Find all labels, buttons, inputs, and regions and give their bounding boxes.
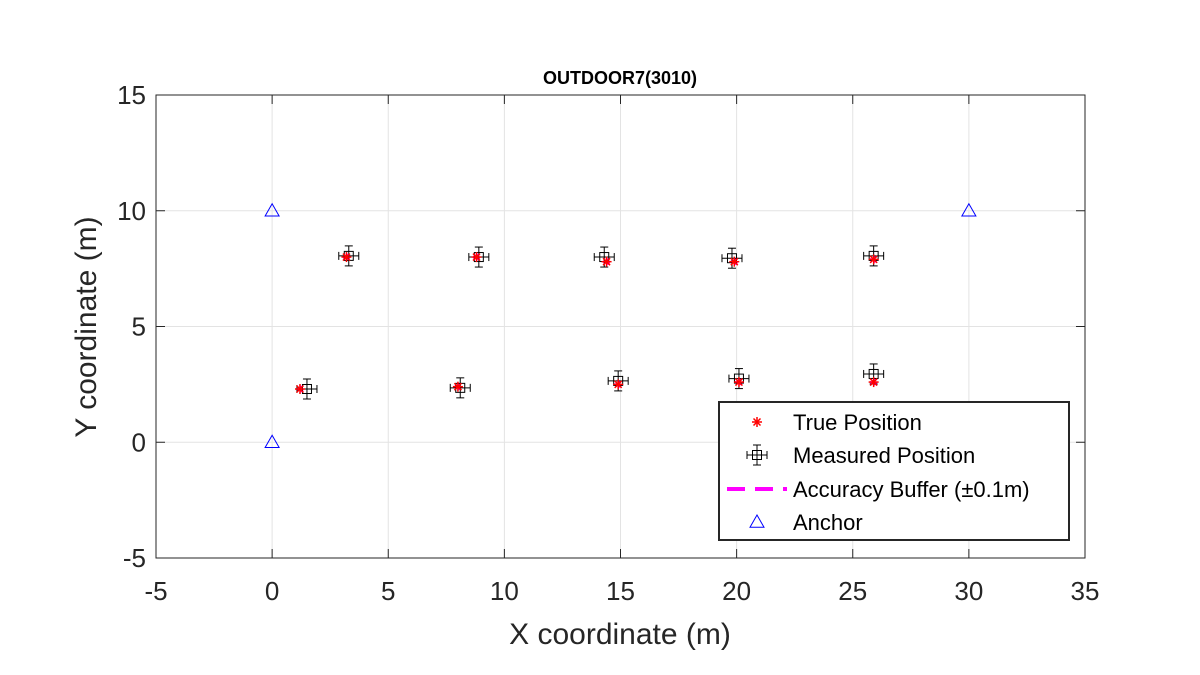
legend-label-measured-position: Measured Position [793,443,975,468]
y-tick-label: 5 [132,312,146,342]
x-axis-label: X coordinate (m) [509,618,731,651]
tick-marks [155,94,1086,559]
y-axis-label: Y coordinate (m) [70,216,103,437]
y-tick-label: 0 [132,427,146,457]
true-position-mark [733,377,744,388]
y-tick-label: 15 [117,80,146,110]
x-tick-label: 30 [954,576,983,606]
x-tick-label: 0 [265,576,279,606]
x-tick-label: 20 [722,576,751,606]
true-position-mark [868,377,879,388]
legend-swatch-true-position [752,417,762,427]
measured-position-mark [863,363,885,385]
x-tick-label: 25 [838,576,867,606]
anchor-mark [961,202,977,217]
legend-label-accuracy-buffer: Accuracy Buffer (±0.1m) [793,477,1030,502]
x-tick-label: -5 [144,576,167,606]
anchor-mark [264,434,280,448]
true-position-mark [341,252,352,263]
true-position-mark [471,252,482,263]
measured-position-mark [338,245,360,267]
y-tick-label: 10 [117,196,146,226]
anchor-mark [264,202,280,217]
measured-position-mark [721,247,743,269]
data-marks [264,202,977,448]
legend-swatches [727,417,787,528]
x-tick-label: 15 [606,576,635,606]
true-position-mark [613,379,624,390]
legend-label-anchor: Anchor [793,510,863,535]
true-position-mark [868,254,879,265]
chart-title: OUTDOOR7(3010) [543,68,697,88]
legend-label-true-position: True Position [793,410,922,435]
legend-swatch-measured-position [746,444,768,466]
legend: True Position Measured Position Accuracy… [718,401,1070,541]
x-tick-label: 5 [381,576,395,606]
x-tick-label: 35 [1071,576,1100,606]
y-tick-label: -5 [123,543,146,573]
x-tick-labels: -5 0 5 10 15 20 25 30 35 [144,576,1099,606]
true-position-mark [729,256,740,267]
true-position-mark [601,256,612,267]
true-position-mark [452,381,463,392]
x-tick-label: 10 [490,576,519,606]
y-tick-labels: 15 10 5 0 -5 [117,80,146,573]
legend-swatch-anchor [749,513,765,528]
true-position-mark [294,384,305,395]
legend-box [718,401,1070,541]
